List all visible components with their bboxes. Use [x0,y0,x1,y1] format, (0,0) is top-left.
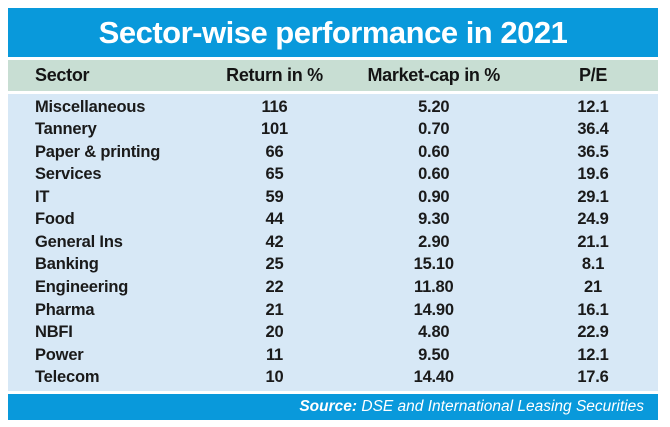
value-cell: 21 [265,300,284,319]
value-cell: 14.40 [413,368,454,387]
value-cell: 14.90 [413,300,454,319]
source-label: Source: [299,398,358,415]
value-cell: 10 [265,368,284,387]
sector-cell: Tannery [35,120,97,139]
value-cell: 5.20 [418,97,450,116]
table-row: IT 59 0.90 29.1 [8,186,658,209]
sector-cell: Engineering [35,278,129,297]
sector-cell: Miscellaneous [35,97,146,116]
value-cell: 12.1 [577,97,609,116]
value-cell: 9.30 [418,210,450,229]
column-header-pe: P/E [578,65,608,85]
sector-cell: Telecom [35,368,100,387]
value-cell: 0.60 [418,165,450,184]
value-cell: 2.90 [418,232,450,251]
sector-cell: Services [35,165,102,184]
value-cell: 25 [265,255,284,274]
value-cell: 36.4 [577,120,609,139]
value-cell: 20 [265,323,284,342]
table-row: Miscellaneous 116 5.20 12.1 [8,96,658,119]
sector-cell: Pharma [35,300,95,319]
sector-cell: Power [35,345,84,364]
table-row: Pharma 21 14.90 16.1 [8,299,658,322]
source-text: DSE and International Leasing Securities [357,398,644,415]
sector-cell: NBFI [35,323,73,342]
table-row: General Ins 42 2.90 21.1 [8,231,658,254]
value-cell: 11.80 [414,278,454,297]
sector-performance-table-card: Sector-wise performance in 2021 Sector R… [8,8,658,420]
value-cell: 66 [265,142,284,161]
value-cell: 0.70 [418,120,450,139]
sector-cell: IT [35,187,50,206]
column-header-marketcap: Market-cap in % [367,65,501,85]
title-bar: Sector-wise performance in 2021 [8,8,658,57]
table-row: Food 44 9.30 24.9 [8,209,658,232]
table-row: Power 11 9.50 12.1 [8,344,658,367]
table-row: NBFI 20 4.80 22.9 [8,321,658,344]
value-cell: 8.1 [581,255,605,274]
value-cell: 4.80 [418,323,450,342]
sector-cell: Banking [35,255,99,274]
value-cell: 22.9 [577,323,609,342]
value-cell: 24.9 [577,210,609,229]
sector-cell: Paper & printing [35,142,161,161]
table-row: Banking 25 15.10 8.1 [8,254,658,277]
value-cell: 101 [261,120,288,139]
table-body: Miscellaneous 116 5.20 12.1 Tannery 101 0.70 36… [8,94,658,391]
table-row: Services 65 0.60 19.6 [8,164,658,187]
value-cell: 11 [265,345,284,364]
column-header-return: Return in % [226,65,323,85]
value-cell: 0.60 [418,142,450,161]
table-row: Tannery 101 0.70 36.4 [8,119,658,142]
table-row: Telecom 10 14.40 17.6 [8,366,658,389]
value-cell: 17.6 [577,368,609,387]
value-cell: 29.1 [577,187,609,206]
value-cell: 19.6 [577,165,609,184]
value-cell: 65 [265,165,284,184]
page-title: Sector-wise performance in 2021 [98,14,568,50]
value-cell: 21.1 [577,232,609,251]
value-cell: 0.90 [418,187,450,206]
value-cell: 9.50 [418,345,450,364]
table-row: Paper & printing 66 0.60 36.5 [8,141,658,164]
value-cell: 15.10 [413,255,454,274]
value-cell: 116 [261,97,288,116]
value-cell: 22 [265,278,284,297]
source-bar: Source: DSE and International Leasing Se… [8,394,658,420]
value-cell: 59 [265,187,284,206]
sector-cell: Food [35,210,75,229]
column-header-sector: Sector [35,65,90,85]
table-header-row: Sector Return in % Market-cap in % P/E [8,60,658,91]
value-cell: 44 [265,210,284,229]
value-cell: 21 [584,278,602,297]
sector-cell: General Ins [35,232,123,251]
value-cell: 36.5 [577,142,609,161]
value-cell: 42 [265,232,284,251]
value-cell: 16.1 [577,300,609,319]
value-cell: 12.1 [577,345,609,364]
table-row: Engineering 22 11.80 21 [8,276,658,299]
